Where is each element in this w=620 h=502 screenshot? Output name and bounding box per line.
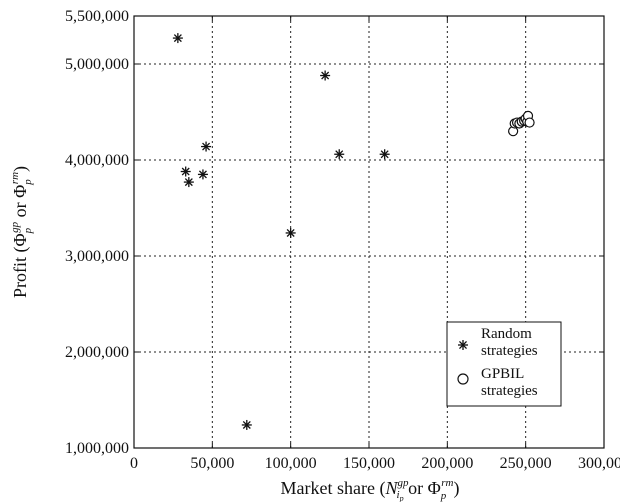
- random-strategy-point: [379, 149, 390, 160]
- random-strategy-point: [241, 419, 252, 430]
- legend-circle-marker: [457, 373, 469, 385]
- random-strategy-point: [334, 149, 345, 160]
- legend-star-glyph: [458, 340, 468, 350]
- x-tick-label: 300,000: [578, 455, 620, 472]
- random-strategy-point: [320, 70, 331, 81]
- legend-label-gpbil: GPBIL strategies: [481, 366, 538, 399]
- y-tick-label: 1,000,000: [65, 440, 129, 457]
- x-tick-label: 0: [130, 455, 138, 472]
- y-tick-label: 4,000,000: [65, 152, 129, 169]
- x-tick-label: 250,000: [500, 455, 552, 472]
- x-tick-label: 200,000: [421, 455, 473, 472]
- random-strategy-point: [180, 166, 191, 177]
- x-tick-label: 150,000: [343, 455, 395, 472]
- legend-label-random: Random strategies: [481, 326, 538, 359]
- random-strategy-point: [197, 169, 208, 180]
- x-tick-label: 50,000: [190, 455, 234, 472]
- y-tick-label: 5,000,000: [65, 56, 129, 73]
- axis-ticks: 0 50,000 100,000 150,000 200,000 250,000 300,0…: [65, 8, 620, 472]
- gpbil-strategy-point: [524, 117, 535, 128]
- y-tick-label: 5,500,000: [65, 8, 129, 25]
- y-tick-label: 2,000,000: [65, 344, 129, 361]
- random-strategy-point: [285, 227, 296, 238]
- legend: Random strategies GPBIL strategies: [446, 321, 562, 407]
- y-axis-label: Profit (Φpgp or Φprm): [9, 166, 34, 298]
- random-strategy-point: [201, 141, 212, 152]
- legend-box: [446, 321, 562, 407]
- x-axis-label: Market share (Ngp ip or Φprm): [281, 477, 460, 502]
- random-strategy-point: [183, 177, 194, 188]
- legend-star-marker: [458, 340, 468, 350]
- y-tick-label: 3,000,000: [65, 248, 129, 265]
- data-points: [172, 33, 535, 430]
- random-strategy-point: [172, 33, 183, 44]
- x-tick-label: 100,000: [265, 455, 317, 472]
